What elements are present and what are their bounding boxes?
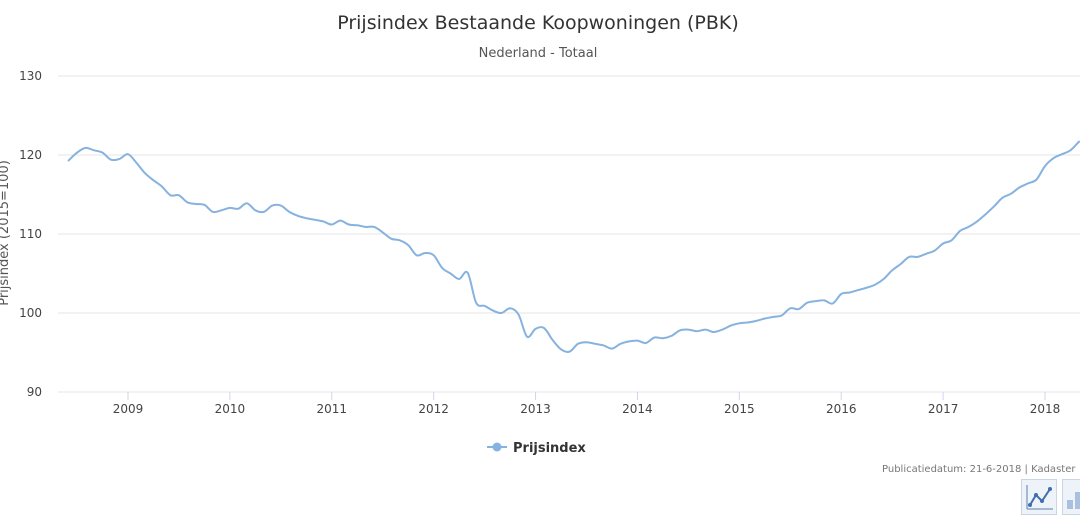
x-tick-label: 2012 xyxy=(418,402,449,416)
y-tick-label: 120 xyxy=(19,148,42,162)
y-tick-label: 100 xyxy=(19,306,42,320)
x-tick-label: 2014 xyxy=(622,402,653,416)
gridlines xyxy=(58,75,1080,393)
bar-chart-button[interactable] xyxy=(1062,479,1080,515)
x-tick-label: 2018 xyxy=(1030,402,1061,416)
y-axis-title: Prijsindex (2015=100) xyxy=(0,160,12,306)
x-tick-label: 2009 xyxy=(113,402,144,416)
x-tick-label: 2015 xyxy=(724,402,755,416)
y-tick-label: 130 xyxy=(19,69,42,83)
legend[interactable]: Prijsindex xyxy=(487,441,586,456)
credits: Publicatiedatum: 21-6-2018 | Kadaster xyxy=(882,464,1076,475)
x-axis-ticks: 2009 2010 2011 2012 2013 2014 2015 2016 2017 2018 xyxy=(113,392,1061,416)
chart-subtitle: Nederland - Totaal xyxy=(479,46,598,61)
bar-chart-icon xyxy=(1067,492,1080,509)
x-tick-label: 2016 xyxy=(826,402,857,416)
series-line-prijsindex[interactable] xyxy=(67,140,1080,353)
x-tick-label: 2010 xyxy=(215,402,246,416)
x-tick-label: 2013 xyxy=(520,402,551,416)
line-chart-button[interactable] xyxy=(1021,479,1057,515)
chart-title: Prijsindex Bestaande Koopwoningen (PBK) xyxy=(337,12,739,34)
legend-marker xyxy=(492,442,502,452)
x-tick-label: 2017 xyxy=(928,402,959,416)
x-tick-label: 2011 xyxy=(317,402,348,416)
y-tick-label: 90 xyxy=(27,385,42,399)
y-tick-label: 110 xyxy=(19,227,42,241)
legend-label-prijsindex[interactable]: Prijsindex xyxy=(513,441,586,456)
y-axis-ticks: 90 100 110 120 130 xyxy=(19,69,42,399)
line-chart-icon xyxy=(1026,485,1053,510)
